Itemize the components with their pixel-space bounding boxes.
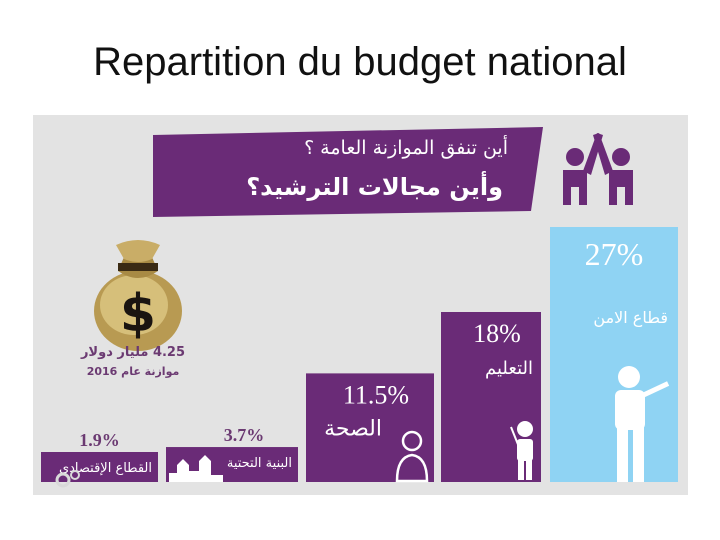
- category-label-1: القطاع الإقتصادي: [59, 461, 152, 476]
- category-label-3: الصحة: [324, 416, 382, 441]
- value-label-1: 1.9%: [79, 430, 120, 450]
- budget-amount: 4.25 مليار دولار: [80, 345, 186, 360]
- bar-3: [306, 373, 434, 482]
- value-label-4: 18%: [473, 319, 521, 348]
- banner-question-2: وأين مجالات الترشيد؟: [246, 173, 503, 201]
- value-label-5: 27%: [585, 236, 644, 272]
- svg-text:$: $: [120, 284, 156, 344]
- slide-title: Repartition du budget national: [93, 40, 627, 84]
- doctor-icon: [395, 430, 429, 483]
- bar-1: [41, 452, 158, 482]
- category-label-5: قطاع الامن: [593, 308, 668, 328]
- bar-5: [550, 227, 678, 482]
- banner-question-1: أين تنفق الموازنة العامة ؟: [304, 137, 508, 159]
- value-label-3: 11.5%: [343, 380, 409, 409]
- soldier-icon: [615, 366, 670, 482]
- question-banner: [153, 127, 543, 217]
- value-label-2: 3.7%: [224, 425, 265, 445]
- gears-icon: [55, 470, 80, 488]
- category-label-2: البنية التحتية: [227, 456, 292, 471]
- budget-year: موازنة عام 2016: [86, 365, 180, 378]
- city-skyline-icon: [169, 455, 223, 482]
- budget-bar-chart: 1.9% القطاع الإقتصادي 3.7% البنية التحتية 11…: [41, 227, 678, 488]
- money-bag-icon: $: [94, 240, 182, 351]
- teacher-icon: [510, 421, 533, 480]
- infographic-panel: أين تنفق الموازنة العامة ؟ وأين مجالات ا…: [33, 115, 688, 495]
- high-five-icon: [563, 133, 633, 205]
- category-label-4: التعليم: [485, 358, 533, 379]
